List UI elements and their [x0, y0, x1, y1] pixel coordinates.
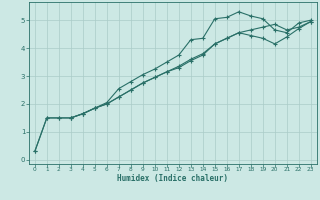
- X-axis label: Humidex (Indice chaleur): Humidex (Indice chaleur): [117, 174, 228, 183]
